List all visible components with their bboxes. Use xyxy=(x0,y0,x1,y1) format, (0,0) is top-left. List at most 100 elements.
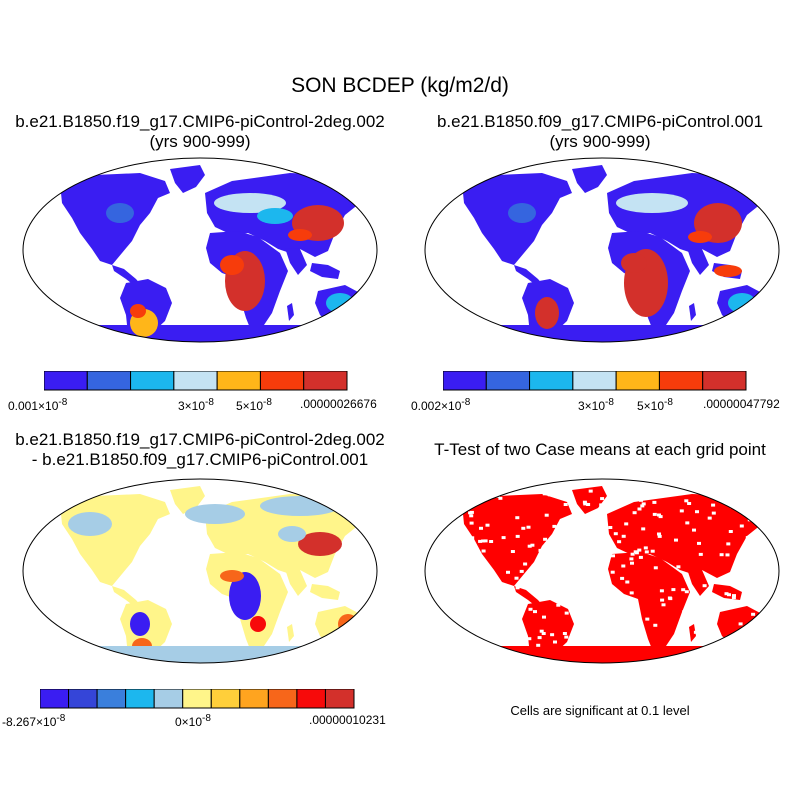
panel-title-line2: (yrs 900-999) xyxy=(149,132,251,151)
nonsignificant-cell xyxy=(449,512,454,516)
nonsignificant-cell xyxy=(541,632,546,635)
nonsignificant-cell xyxy=(732,594,736,598)
nonsignificant-cell xyxy=(528,607,533,611)
nonsignificant-cell xyxy=(451,582,456,586)
nonsignificant-cell xyxy=(621,564,626,568)
nonsignificant-cell xyxy=(582,565,587,569)
nonsignificant-cell xyxy=(630,561,634,565)
nonsignificant-cell xyxy=(628,608,633,612)
nonsignificant-cell xyxy=(667,596,672,600)
nonsignificant-cell xyxy=(684,590,689,594)
nonsignificant-cell xyxy=(576,523,581,527)
nonsignificant-cell xyxy=(725,553,730,557)
nonsignificant-cell xyxy=(564,635,569,639)
map-bottom-left xyxy=(22,478,378,664)
panel-title-bottom-right: T-Test of two Case means at each grid po… xyxy=(434,440,766,459)
nonsignificant-cell xyxy=(695,510,699,514)
nonsignificant-cell xyxy=(539,629,544,633)
nonsignificant-cell xyxy=(471,565,476,569)
nonsignificant-cell xyxy=(749,568,753,572)
nonsignificant-cell xyxy=(582,619,587,622)
mid-region-australia xyxy=(728,293,756,313)
high-region-west-africa xyxy=(621,253,647,273)
nonsignificant-cell xyxy=(545,544,550,548)
nonsignificant-cell xyxy=(583,574,588,578)
colorbar-swatch xyxy=(44,371,88,391)
nonsignificant-cell xyxy=(582,500,587,504)
nonsignificant-cell xyxy=(691,596,696,600)
map-top-right xyxy=(424,157,780,343)
nonsignificant-cell xyxy=(680,623,685,627)
nonsignificant-cell xyxy=(621,534,626,538)
nonsignificant-cell xyxy=(684,499,689,503)
panel-title-line1: b.e21.B1850.f09_g17.CMIP6-piControl.001 xyxy=(436,112,764,131)
nonsignificant-cell xyxy=(451,576,456,580)
nonsignificant-cell xyxy=(719,553,724,557)
nonsignificant-cell xyxy=(745,536,750,540)
neutral-region xyxy=(185,504,245,524)
cb-label: 3×10-8 xyxy=(178,397,214,413)
nonsignificant-cell xyxy=(544,513,549,517)
mid-region-north-america xyxy=(508,203,536,223)
nonsignificant-cell xyxy=(515,586,520,590)
nonsignificant-cell xyxy=(457,552,462,556)
nonsignificant-cell xyxy=(460,528,465,532)
positive-region-australia xyxy=(338,614,358,634)
nonsignificant-cell xyxy=(588,489,593,493)
nonsignificant-cell xyxy=(641,502,646,506)
nonsignificant-cell xyxy=(624,522,629,526)
nonsignificant-cell xyxy=(548,541,553,544)
nonsignificant-cell xyxy=(442,564,446,568)
nonsignificant-cell xyxy=(652,512,657,516)
nonsignificant-cell xyxy=(660,598,665,602)
nonsignificant-cell xyxy=(521,526,526,530)
negative-region-africa xyxy=(229,572,261,620)
nonsignificant-cell xyxy=(582,547,587,551)
nonsignificant-cell xyxy=(624,630,629,634)
nonsignificant-cell xyxy=(494,489,499,493)
nonsignificant-cell xyxy=(518,601,523,604)
nonsignificant-cell xyxy=(469,514,474,518)
nonsignificant-cell xyxy=(495,489,500,493)
nonsignificant-cell xyxy=(644,550,649,554)
nonsignificant-cell xyxy=(530,543,535,547)
nonsignificant-cell xyxy=(633,550,638,554)
colorbar-swatch xyxy=(615,371,660,391)
colorbar-swatch xyxy=(443,371,487,391)
nonsignificant-cell xyxy=(586,622,590,626)
nonsignificant-cell xyxy=(448,537,453,540)
nonsignificant-cell xyxy=(483,539,488,543)
nonsignificant-cell xyxy=(537,636,542,640)
nonsignificant-cell xyxy=(481,549,486,553)
nonsignificant-cell xyxy=(600,571,605,575)
nonsignificant-cell xyxy=(602,557,607,561)
mid-region-australia xyxy=(326,293,354,313)
colorbar-swatch xyxy=(702,371,747,391)
nonsignificant-cell xyxy=(588,638,593,642)
high-region-west-africa xyxy=(220,255,244,275)
nonsignificant-cell xyxy=(586,603,591,607)
nonsignificant-cell xyxy=(571,523,576,527)
colorbar-swatch xyxy=(296,689,326,709)
nonsignificant-cell xyxy=(478,539,483,543)
nonsignificant-cell xyxy=(584,525,589,529)
nonsignificant-cell xyxy=(693,630,698,634)
panel-title-line2: - b.e21.B1850.f09_g17.CMIP6-piControl.00… xyxy=(31,450,369,469)
mid-region-europe xyxy=(214,193,286,213)
nonsignificant-cell xyxy=(653,566,658,570)
nonsignificant-cell xyxy=(496,641,501,645)
nonsignificant-cell xyxy=(538,548,543,552)
nonsignificant-cell xyxy=(484,601,489,605)
nonsignificant-cell xyxy=(526,525,531,529)
colorbar-bottom-left xyxy=(40,689,355,709)
nonsignificant-cell xyxy=(547,493,552,497)
nonsignificant-cell xyxy=(659,589,664,593)
nonsignificant-cell xyxy=(468,499,473,503)
nonsignificant-cell xyxy=(479,526,483,530)
colorbar-swatch xyxy=(259,371,305,391)
colorbar-swatch xyxy=(182,689,212,709)
nonsignificant-cell xyxy=(518,626,523,629)
nonsignificant-cell xyxy=(552,553,557,557)
nonsignificant-cell xyxy=(596,536,601,540)
nonsignificant-cell xyxy=(527,544,532,548)
